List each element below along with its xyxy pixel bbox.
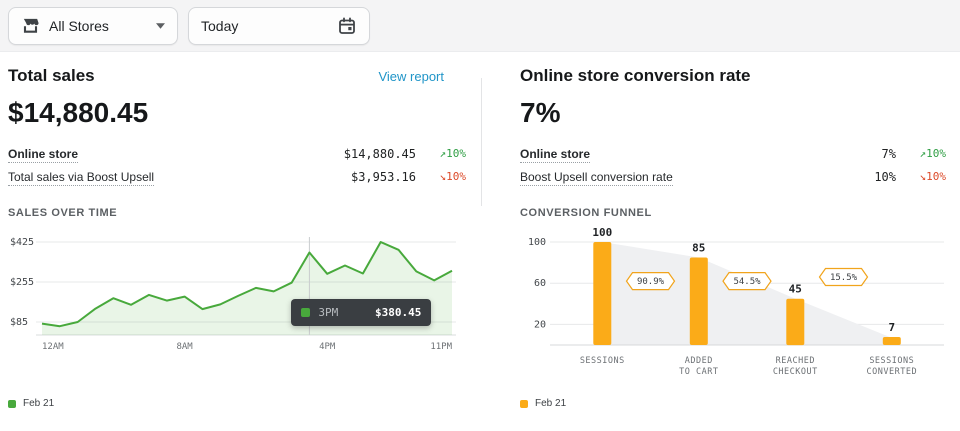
svg-text:85: 85 <box>692 242 705 255</box>
funnel-legend-swatch <box>520 399 528 408</box>
svg-text:20: 20 <box>534 319 546 330</box>
tooltip-value: $380.45 <box>375 306 422 319</box>
svg-text:4PM: 4PM <box>319 342 336 352</box>
conversion-value: 7% <box>520 97 561 128</box>
metric-value: 10% <box>874 169 896 184</box>
svg-text:100: 100 <box>528 237 546 248</box>
total-sales-breakdown: Online store $14,880.45 ↗10% Total sales… <box>8 142 466 188</box>
total-sales-title: Total sales <box>8 66 95 85</box>
total-sales-header: Total sales View report <box>8 66 466 88</box>
svg-text:7: 7 <box>888 321 895 334</box>
funnel-chart-area: 100 60 20 100 85 45 7 90.9% 54.5% 15.5% SESSIONS AD… <box>520 226 946 388</box>
svg-text:$85: $85 <box>10 317 28 328</box>
metric-delta-up: ↗10% <box>919 147 947 160</box>
total-sales-value: $14,880.45 <box>8 97 149 128</box>
tooltip-series-swatch <box>301 308 311 317</box>
metric-row-online-store-rate: Online store 7% ↗10% <box>520 142 946 165</box>
metric-label: Total sales via Boost Upsell <box>8 169 155 186</box>
dashboard: Total sales View report $14,880.45 Onlin… <box>0 52 960 409</box>
svg-text:60: 60 <box>534 278 546 289</box>
svg-text:15.5%: 15.5% <box>830 273 858 283</box>
metric-value: $14,880.45 <box>343 146 416 161</box>
sales-legend-label: Feb 21 <box>23 398 55 409</box>
metric-delta-up: ↗10% <box>439 147 467 160</box>
metric-label: Boost Upsell conversion rate <box>520 169 673 186</box>
store-icon <box>23 18 39 33</box>
conversion-funnel-chart[interactable]: 100 60 20 100 85 45 7 90.9% 54.5% 15.5% SESSIONS AD… <box>520 226 946 383</box>
svg-text:$255: $255 <box>10 277 34 288</box>
svg-text:REACHED: REACHED <box>776 356 815 366</box>
view-report-link[interactable]: View report <box>378 69 444 84</box>
sales-line-chart[interactable]: $425 $255 $85 12AM 8AM 4PM 11PM <box>8 227 458 359</box>
metric-row-boost-upsell-sales: Total sales via Boost Upsell $3,953.16 ↘… <box>8 165 466 188</box>
sales-chart-area: $425 $255 $85 12AM 8AM 4PM 11PM 3PM $380.45 <box>8 227 466 364</box>
svg-text:$425: $425 <box>10 237 34 248</box>
svg-text:8AM: 8AM <box>176 342 193 352</box>
store-selector-label: All Stores <box>49 17 109 34</box>
svg-text:SESSIONS: SESSIONS <box>869 356 914 366</box>
date-selector[interactable]: Today <box>188 6 370 45</box>
sales-legend: Feb 21 <box>8 398 466 409</box>
metric-delta-down: ↘10% <box>919 170 947 183</box>
svg-text:CONVERTED: CONVERTED <box>867 367 918 377</box>
funnel-legend: Feb 21 <box>520 398 946 409</box>
chart-tooltip: 3PM $380.45 <box>291 299 432 326</box>
total-sales-panel: Total sales View report $14,880.45 Onlin… <box>8 66 466 409</box>
svg-text:45: 45 <box>789 283 802 296</box>
conversion-title: Online store conversion rate <box>520 66 751 85</box>
metric-row-online-store: Online store $14,880.45 ↗10% <box>8 142 466 165</box>
tooltip-time-label: 3PM <box>318 306 339 319</box>
sales-over-time-heading: SALES OVER TIME <box>8 207 118 219</box>
metric-label: Online store <box>520 146 591 163</box>
svg-text:54.5%: 54.5% <box>733 277 761 287</box>
sales-legend-swatch <box>8 399 16 408</box>
svg-text:CHECKOUT: CHECKOUT <box>773 367 818 377</box>
date-selector-label: Today <box>201 17 239 34</box>
conversion-breakdown: Online store 7% ↗10% Boost Upsell conver… <box>520 142 946 188</box>
panel-divider <box>481 78 482 206</box>
svg-text:90.9%: 90.9% <box>637 277 665 287</box>
conversion-header: Online store conversion rate <box>520 66 946 88</box>
svg-text:11PM: 11PM <box>430 342 452 352</box>
svg-text:100: 100 <box>592 227 612 239</box>
topbar: All Stores Today <box>0 0 960 52</box>
store-selector[interactable]: All Stores <box>8 6 178 45</box>
svg-text:TO CART: TO CART <box>679 367 718 377</box>
funnel-legend-label: Feb 21 <box>535 398 567 409</box>
metric-value: $3,953.16 <box>350 169 416 184</box>
metric-delta-down: ↘10% <box>439 170 467 183</box>
svg-text:SESSIONS: SESSIONS <box>580 356 625 366</box>
calendar-icon <box>339 17 355 34</box>
conversion-panel: Online store conversion rate 7% Online s… <box>520 66 946 409</box>
metric-label: Online store <box>8 146 79 163</box>
metric-row-boost-upsell-rate: Boost Upsell conversion rate 10% ↘10% <box>520 165 946 188</box>
conversion-funnel-heading: CONVERSION FUNNEL <box>520 207 652 219</box>
metric-value: 7% <box>881 146 896 161</box>
chevron-down-icon <box>156 22 165 29</box>
svg-text:12AM: 12AM <box>42 342 64 352</box>
svg-text:ADDED: ADDED <box>685 356 713 366</box>
